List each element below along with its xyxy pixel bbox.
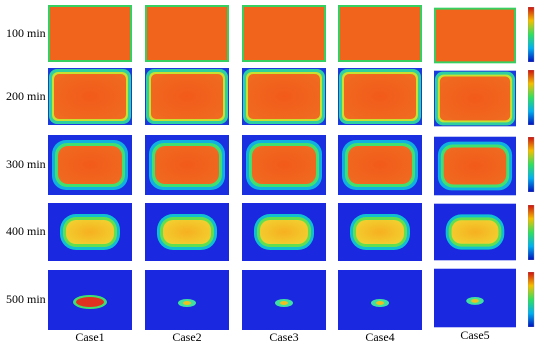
row-label: 500 min	[6, 292, 46, 306]
contour-panel	[242, 5, 326, 62]
row-label: 300 min	[6, 157, 46, 171]
column-label: Case4	[365, 330, 394, 344]
contour-panel	[242, 203, 326, 261]
contour-panel	[338, 68, 422, 125]
contour-panel	[434, 7, 516, 64]
contour-panel	[434, 203, 516, 261]
contour-panel	[338, 203, 422, 261]
contour-panel	[145, 5, 229, 62]
contour-panel	[48, 135, 132, 195]
contour-panel	[145, 68, 229, 125]
contour-panel	[242, 135, 326, 195]
column-label: Case2	[172, 330, 201, 344]
column-label: Case5	[460, 328, 489, 342]
colorbar	[528, 137, 535, 192]
contour-panel	[338, 270, 422, 330]
column-label: Case3	[269, 330, 298, 344]
contour-panel	[145, 203, 229, 261]
row-label: 200 min	[6, 89, 46, 103]
colorbar	[528, 7, 535, 62]
contour-panel	[48, 5, 132, 62]
contour-panel	[242, 270, 326, 330]
column-label: Case1	[75, 330, 104, 344]
contour-panel	[434, 70, 516, 127]
colorbar	[528, 70, 535, 125]
contour-panel	[434, 268, 516, 328]
contour-panel	[242, 68, 326, 125]
contour-panel	[145, 270, 229, 330]
row-label: 400 min	[6, 224, 46, 238]
contour-panel	[48, 270, 132, 330]
colorbar	[528, 272, 535, 327]
contour-panel	[434, 136, 516, 196]
contour-panel	[145, 135, 229, 195]
row-label: 100 min	[6, 26, 46, 40]
contour-panel	[338, 135, 422, 195]
contour-panel	[48, 203, 132, 261]
contour-panel	[48, 68, 132, 125]
contour-panel	[338, 5, 422, 62]
colorbar	[528, 205, 535, 260]
